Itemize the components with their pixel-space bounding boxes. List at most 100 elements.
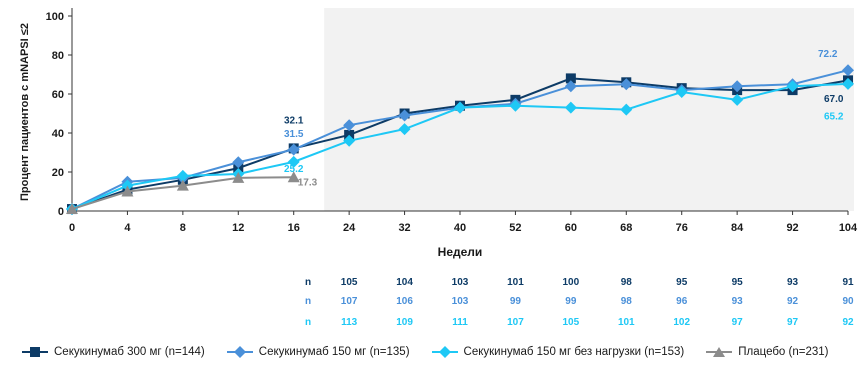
n-cell: 91 xyxy=(842,277,854,288)
y-tick-label: 40 xyxy=(52,128,64,140)
x-tick-label: 76 xyxy=(676,222,688,234)
data-point-diamond xyxy=(454,101,466,114)
n-cell: 103 xyxy=(452,277,469,288)
legend-item-secukinumab-300: Секукинумаб 300 мг (n=144) xyxy=(22,346,205,358)
data-point-triangle xyxy=(287,171,300,183)
legend-label: Секукинумаб 300 мг (n=144) xyxy=(54,346,205,358)
x-tick-label: 0 xyxy=(69,222,75,234)
legend-item-placebo: Плацебо (n=231) xyxy=(706,346,828,358)
data-point-square xyxy=(565,73,576,84)
x-axis-label: Недели xyxy=(438,245,483,259)
data-point-diamond xyxy=(564,101,577,114)
legend-label: Секукинумаб 150 мг (n=135) xyxy=(258,346,410,358)
n-cell: 105 xyxy=(563,317,580,328)
legend-label: Секукинумаб 150 мг без нагрузки (n=153) xyxy=(463,346,685,358)
diamond-marker-icon xyxy=(431,346,458,358)
n-cell: 98 xyxy=(621,277,633,288)
data-point-diamond xyxy=(176,169,189,182)
data-point-triangle xyxy=(232,171,245,183)
data-point-diamond xyxy=(620,78,633,91)
n-cell: 99 xyxy=(510,296,522,307)
diamond-marker-icon xyxy=(226,346,253,358)
post-week-16-shaded-region xyxy=(324,8,854,211)
data-label: 65.2 xyxy=(824,111,844,122)
data-point-diamond xyxy=(731,80,744,93)
square-marker-icon xyxy=(22,347,48,357)
data-point-diamond xyxy=(675,86,688,99)
n-cell: 99 xyxy=(565,296,577,307)
data-point-triangle xyxy=(121,185,134,197)
n-cell: 93 xyxy=(787,277,799,288)
n-cell: 100 xyxy=(563,277,580,288)
x-tick-label: 60 xyxy=(565,222,577,234)
data-point-diamond xyxy=(842,77,854,90)
legend-item-secukinumab-150-no-load: Секукинумаб 150 мг без нагрузки (n=153) xyxy=(431,346,685,358)
n-cell: 109 xyxy=(396,317,413,328)
x-tick-label: 24 xyxy=(343,222,356,234)
n-cell: 101 xyxy=(618,317,635,328)
data-label: 72.2 xyxy=(818,49,838,60)
n-cell: 92 xyxy=(842,317,854,328)
n-cell: 105 xyxy=(341,277,358,288)
n-row-label: n xyxy=(305,277,311,288)
chart-axes: 0 20 40 60 80 100 0 4 8 12 16 24 32 40 52 60 68 76 84 92 104 xyxy=(46,8,858,234)
data-point-diamond xyxy=(731,93,744,106)
n-cell: 106 xyxy=(396,296,413,307)
n-cell: 97 xyxy=(732,317,744,328)
x-tick-label: 8 xyxy=(180,222,186,234)
triangle-marker-icon xyxy=(706,347,733,357)
n-cell: 92 xyxy=(787,296,799,307)
line-chart: 0 20 40 60 80 100 0 4 8 12 16 24 32 40 52 60 68 76 84 92 104… xyxy=(19,8,858,328)
data-label: 25.2 xyxy=(284,164,304,175)
x-tick-label: 12 xyxy=(232,222,244,234)
y-tick-label: 20 xyxy=(52,167,64,179)
y-tick-label: 60 xyxy=(52,89,64,101)
data-point-diamond xyxy=(620,103,633,116)
x-tick-label: 92 xyxy=(786,222,798,234)
x-tick-label: 68 xyxy=(620,222,632,234)
data-label: 32.1 xyxy=(284,115,304,126)
n-cell: 95 xyxy=(732,277,744,288)
n-cell: 95 xyxy=(676,277,688,288)
n-cell: 113 xyxy=(341,317,358,328)
data-point-diamond xyxy=(398,123,411,136)
n-cell: 107 xyxy=(341,296,358,307)
data-point-diamond xyxy=(842,64,854,77)
n-cell: 96 xyxy=(676,296,688,307)
data-point-diamond xyxy=(509,99,522,112)
n-cell: 103 xyxy=(452,296,469,307)
x-tick-label: 40 xyxy=(454,222,466,234)
data-point-diamond xyxy=(564,80,577,93)
n-cell: 97 xyxy=(787,317,799,328)
y-tick-label: 100 xyxy=(46,11,64,23)
x-tick-label: 4 xyxy=(124,222,131,234)
data-point-diamond xyxy=(232,156,245,169)
data-labels: 32.1 31.5 25.2 17.3 72.2 67.0 65.2 xyxy=(284,49,844,189)
data-point-diamond xyxy=(343,134,356,147)
data-point-triangle xyxy=(66,203,78,215)
y-tick-label: 0 xyxy=(58,206,64,218)
x-tick-label: 104 xyxy=(839,222,858,234)
data-label: 17.3 xyxy=(298,178,318,189)
n-cell: 93 xyxy=(732,296,744,307)
n-cell: 107 xyxy=(507,317,524,328)
data-point-triangle xyxy=(176,179,189,191)
data-point-diamond xyxy=(343,119,356,132)
n-cell: 90 xyxy=(842,296,854,307)
n-cell: 98 xyxy=(621,296,633,307)
data-label: 31.5 xyxy=(284,129,304,140)
data-point-diamond xyxy=(786,80,799,93)
data-point-diamond xyxy=(398,109,411,122)
x-tick-label: 52 xyxy=(509,222,521,234)
chart-series xyxy=(66,64,854,216)
x-tick-label: 16 xyxy=(288,222,300,234)
n-cell: 102 xyxy=(673,317,690,328)
x-tick-label: 84 xyxy=(731,222,744,234)
n-cell: 104 xyxy=(396,277,413,288)
y-axis-label: Процент пациентов с mNAPSI ≤2 xyxy=(19,23,31,201)
data-point-diamond xyxy=(287,143,300,156)
patient-count-table: n 105 104 103 101 100 98 95 95 93 91 n 107 106 103 99 99… xyxy=(305,277,854,328)
legend-label: Плацебо (n=231) xyxy=(738,346,829,358)
n-cell: 101 xyxy=(507,277,524,288)
n-row-label: n xyxy=(305,296,311,307)
